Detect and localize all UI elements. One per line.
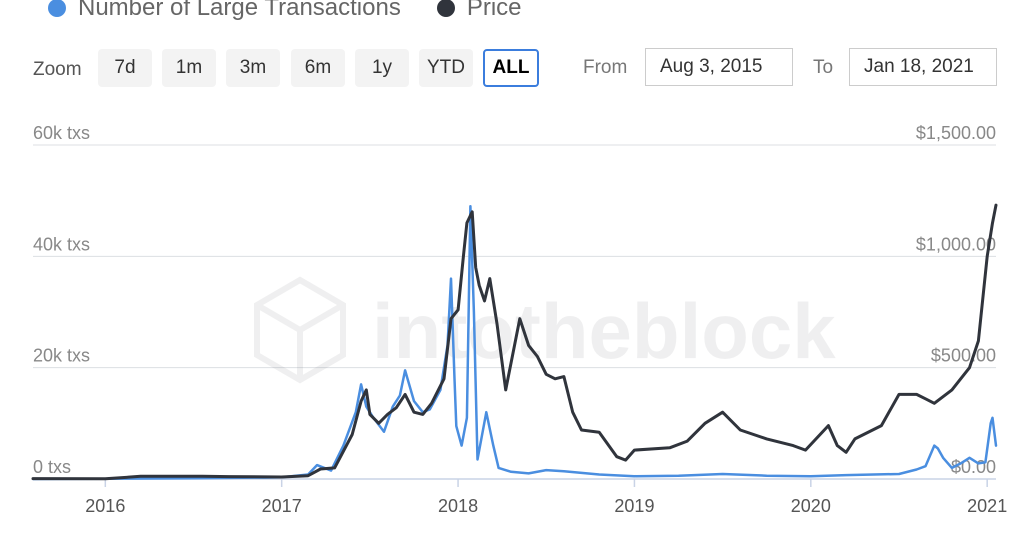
to-date-input[interactable] [849,48,997,86]
y-right-tick-label: $0.00 [951,457,996,477]
zoom-button-3m[interactable]: 3m [226,49,280,87]
x-tick-label: 2019 [614,496,654,516]
x-tick-label: 2020 [791,496,831,516]
legend-label: Number of Large Transactions [78,0,401,21]
series-lines [31,203,998,481]
legend-dot-icon [436,0,455,17]
y-axis-left: 0 txs 20k txs 40k txs 60k txs [33,123,90,477]
y-left-tick-label: 0 txs [33,457,71,477]
zoom-label: Zoom [33,59,82,80]
y-right-tick-label: $500.00 [931,346,996,366]
from-label: From [583,57,628,78]
x-tick-label: 2016 [85,496,125,516]
y-left-tick-label: 60k txs [33,123,90,143]
legend-item-price[interactable]: Price [436,0,522,22]
y-right-tick-label: $1,000.00 [916,234,996,254]
series-line-large-transactions [31,204,998,481]
zoom-button-1y[interactable]: 1y [355,49,409,87]
zoom-button-7d[interactable]: 7d [98,49,152,87]
legend: Number of Large Transactions Price [48,0,522,22]
legend-dot-icon [48,0,66,17]
x-axis: 2016 2017 2018 2019 2020 2021 [33,478,1007,516]
zoom-button-all[interactable]: ALL [483,49,539,87]
x-tick-label: 2018 [438,496,478,516]
x-tick-label: 2017 [262,496,302,516]
legend-item-large-transactions[interactable]: Number of Large Transactions [48,0,401,22]
zoom-button-ytd[interactable]: YTD [419,49,473,87]
zoom-button-6m[interactable]: 6m [291,49,345,87]
range-toolbar: Zoom 7d 1m 3m 6m 1y YTD ALL From To [0,47,1024,91]
y-axis-right: $0.00 $500.00 $1,000.00 $1,500.00 [916,123,996,477]
watermark-text: intotheblock [372,287,836,375]
series-line-price [31,203,998,481]
y-right-tick-label: $1,500.00 [916,123,996,143]
legend-label: Price [466,0,522,21]
watermark: intotheblock [254,276,836,384]
from-date-input[interactable] [645,48,793,86]
y-left-tick-label: 20k txs [33,346,90,366]
grid-lines [33,144,996,369]
zoom-button-1m[interactable]: 1m [162,49,216,87]
x-tick-label: 2021 [967,496,1007,516]
to-label: To [813,57,834,78]
y-left-tick-label: 40k txs [33,234,90,254]
